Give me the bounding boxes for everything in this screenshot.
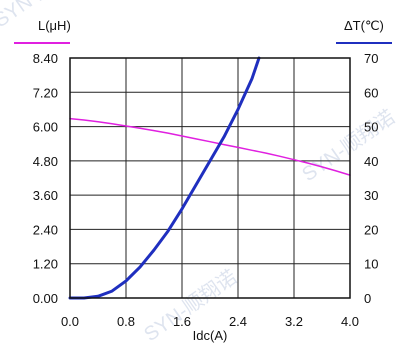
- left-tick-label: 8.40: [33, 51, 58, 66]
- right-tick-label: 20: [364, 222, 378, 237]
- left-tick-label: 0.00: [33, 291, 58, 306]
- x-tick-label: 0.0: [61, 314, 79, 329]
- inductance-line: [69, 117, 351, 176]
- x-tick-label: 2.4: [229, 314, 247, 329]
- left-tick-label: 7.20: [33, 85, 58, 100]
- left-tick-label: 4.80: [33, 154, 58, 169]
- left-axis-title: L(μH): [38, 18, 71, 33]
- x-axis-title: Idc(A): [193, 328, 228, 343]
- right-tick-label: 0: [364, 291, 371, 306]
- right-axis-title: ΔT(℃): [344, 18, 384, 33]
- x-tick-label: 0.8: [117, 314, 135, 329]
- left-tick-label: 1.20: [33, 257, 58, 272]
- right-tick-label: 40: [364, 154, 378, 169]
- left-tick-label: 2.40: [33, 222, 58, 237]
- x-tick-label: 3.2: [285, 314, 303, 329]
- right-tick-label: 30: [364, 188, 378, 203]
- left-axis-ticks: 8.40 7.20 6.00 4.80 3.60 2.40 1.20 0.00: [33, 51, 58, 306]
- temperature-rise-line: [68, 56, 261, 300]
- x-axis-ticks: 0.0 0.8 1.6 2.4 3.2 4.0: [61, 314, 359, 329]
- right-tick-label: 10: [364, 257, 378, 272]
- x-tick-label: 4.0: [341, 314, 359, 329]
- left-tick-label: 6.00: [33, 120, 58, 135]
- x-tick-label: 1.6: [173, 314, 191, 329]
- plot-frame: [69, 57, 351, 299]
- right-tick-label: 60: [364, 85, 378, 100]
- left-tick-label: 3.60: [33, 188, 58, 203]
- right-tick-label: 70: [364, 51, 378, 66]
- right-axis-ticks: 70 60 50 40 30 20 10 0: [364, 51, 378, 306]
- series-group: [68, 56, 351, 300]
- right-tick-label: 50: [364, 120, 378, 135]
